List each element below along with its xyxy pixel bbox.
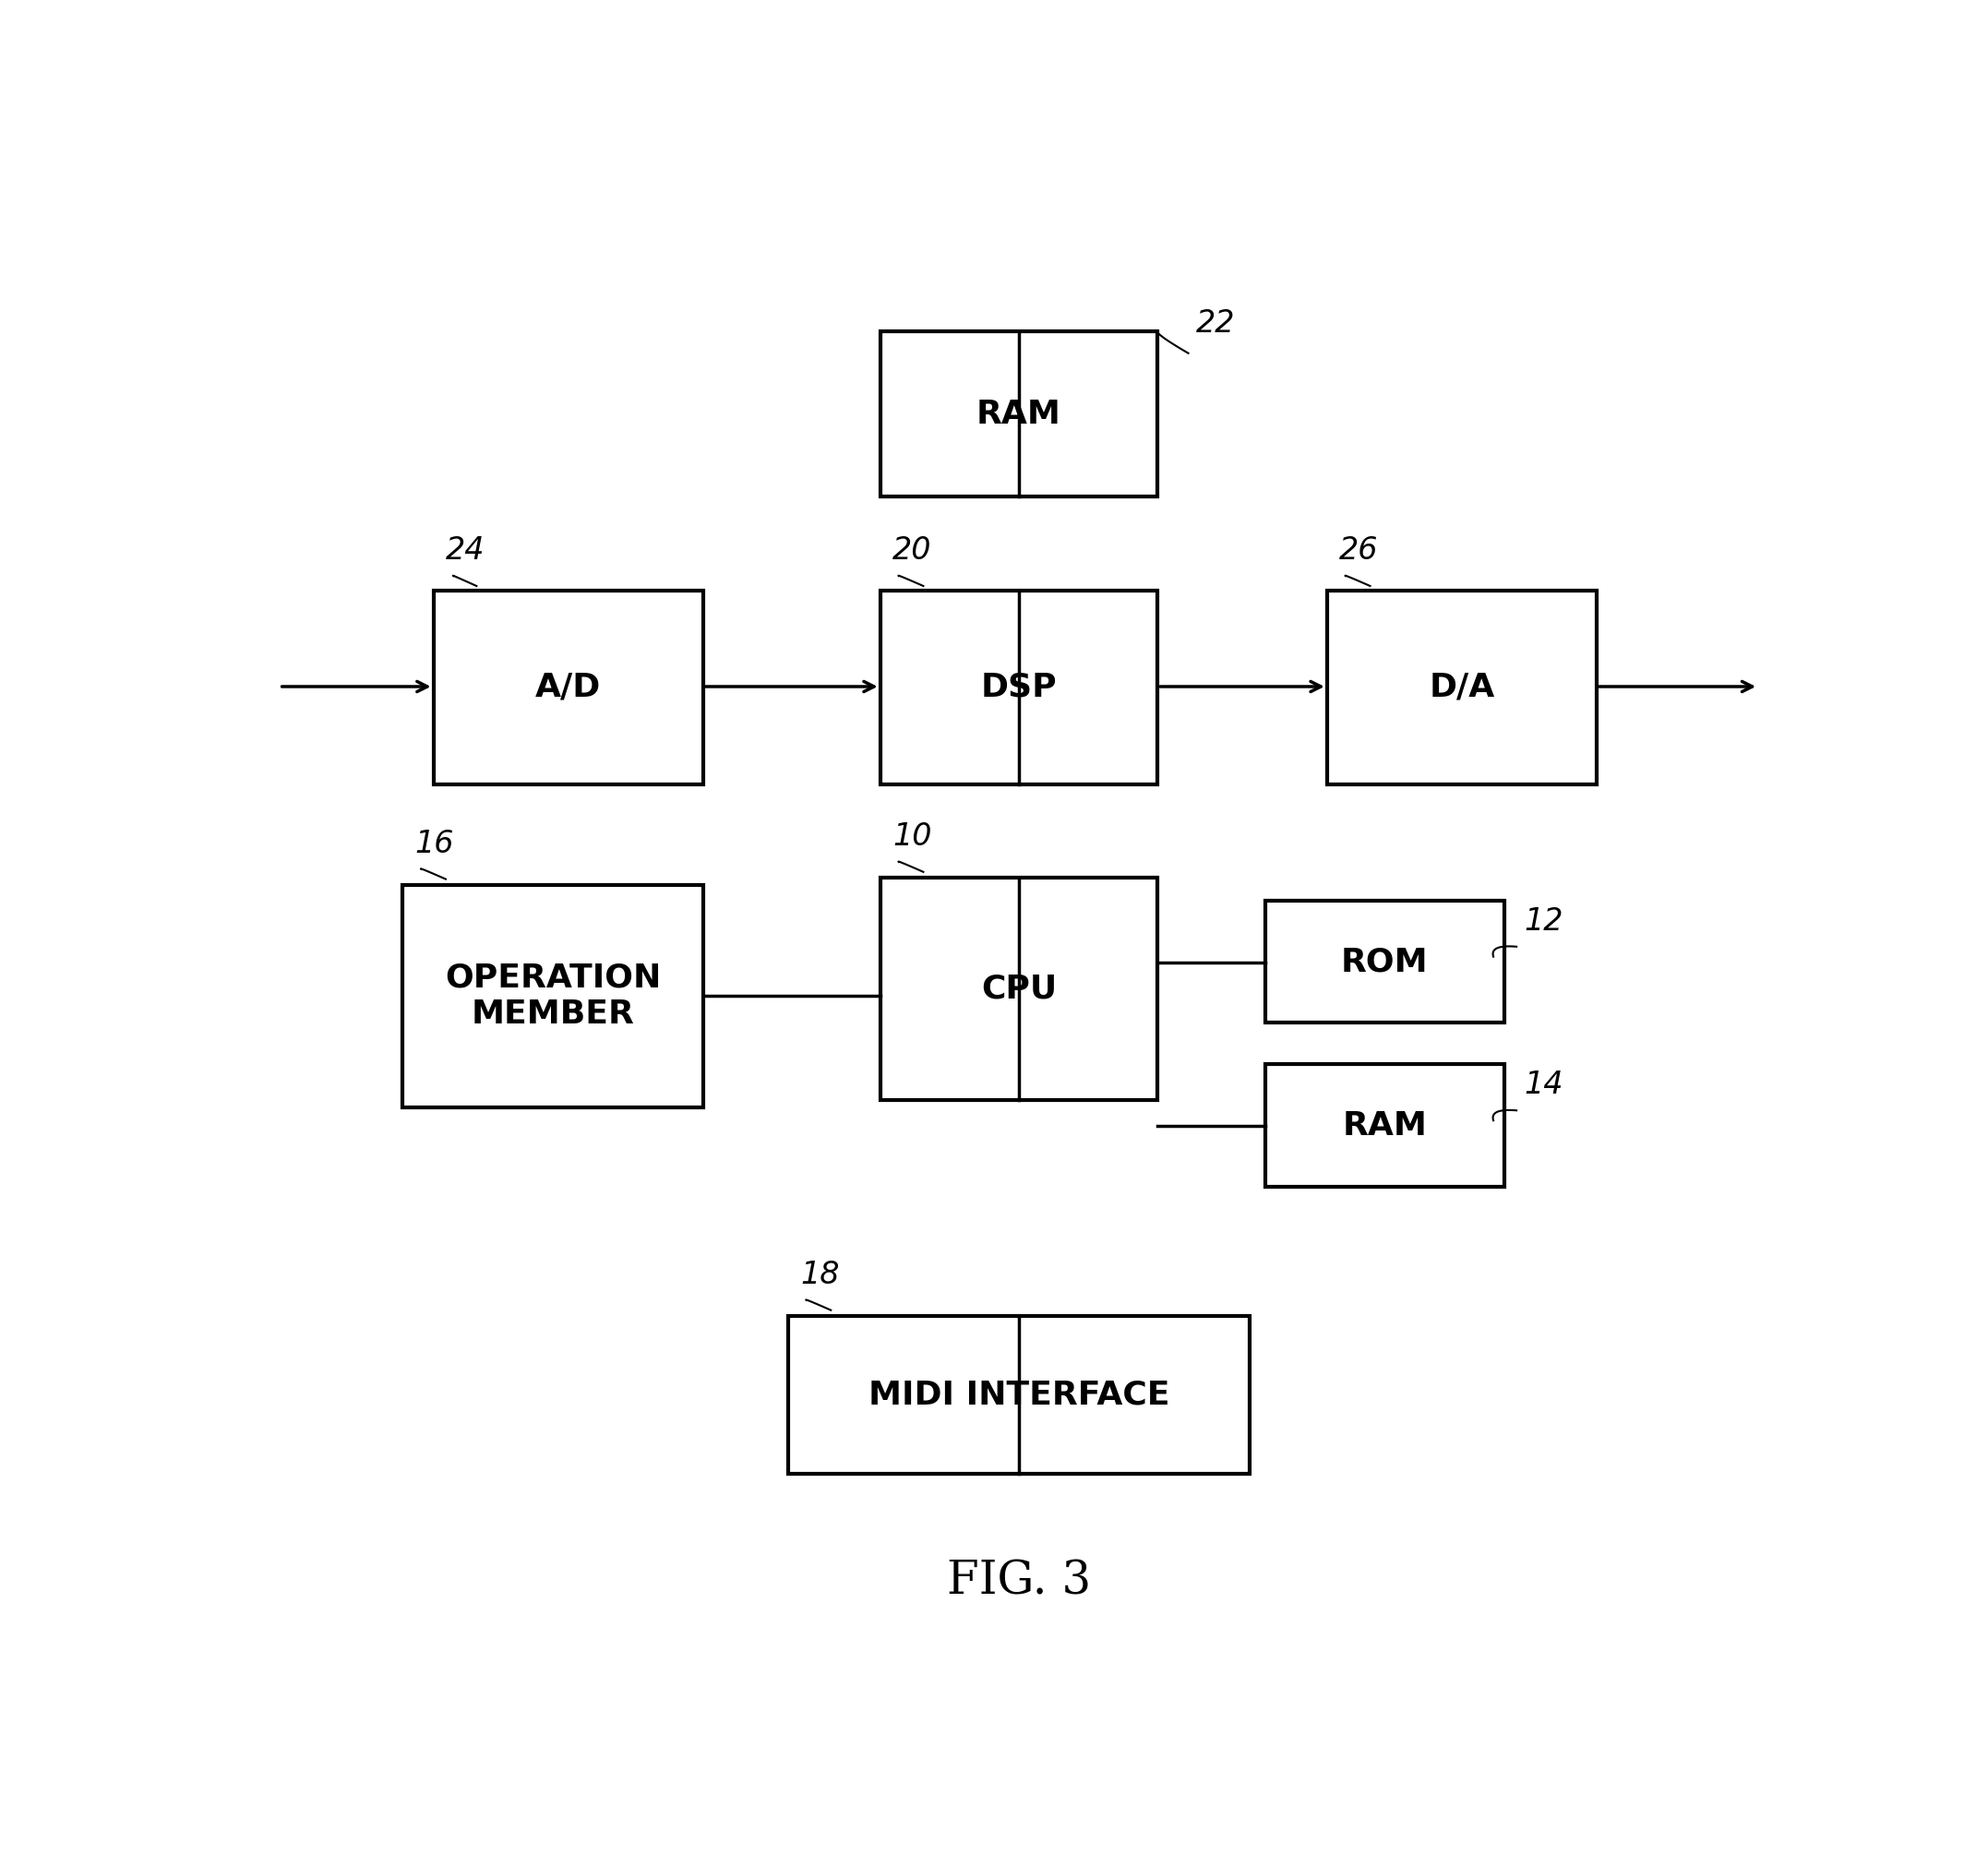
Bar	[881, 590, 1157, 784]
Text: DSP: DSP	[980, 672, 1058, 703]
Text: 26: 26	[1340, 536, 1378, 565]
Text: A/D: A/D	[535, 672, 600, 703]
Text: 14: 14	[1525, 1069, 1563, 1101]
Text: CPU: CPU	[980, 974, 1058, 1004]
Text: 10: 10	[893, 821, 932, 851]
Bar	[433, 590, 704, 784]
Text: OPERATION
MEMBER: OPERATION MEMBER	[445, 963, 660, 1030]
Text: MIDI INTERFACE: MIDI INTERFACE	[869, 1379, 1169, 1411]
Text: 22: 22	[1197, 308, 1235, 340]
Bar	[1266, 901, 1505, 1023]
Text: FIG. 3: FIG. 3	[946, 1558, 1091, 1605]
Text: RAM: RAM	[1342, 1110, 1427, 1142]
Bar	[1266, 1064, 1505, 1187]
Text: 12: 12	[1525, 907, 1563, 937]
Text: 20: 20	[893, 536, 932, 565]
Bar	[404, 884, 704, 1108]
Text: 16: 16	[415, 829, 453, 858]
Text: 24: 24	[445, 536, 485, 565]
Text: ROM: ROM	[1342, 946, 1429, 978]
Bar	[881, 877, 1157, 1101]
Bar	[787, 1316, 1250, 1474]
Text: 18: 18	[799, 1260, 839, 1289]
Text: D/A: D/A	[1429, 672, 1495, 703]
Bar	[1328, 590, 1596, 784]
Text: RAM: RAM	[976, 399, 1062, 429]
Bar	[881, 332, 1157, 496]
